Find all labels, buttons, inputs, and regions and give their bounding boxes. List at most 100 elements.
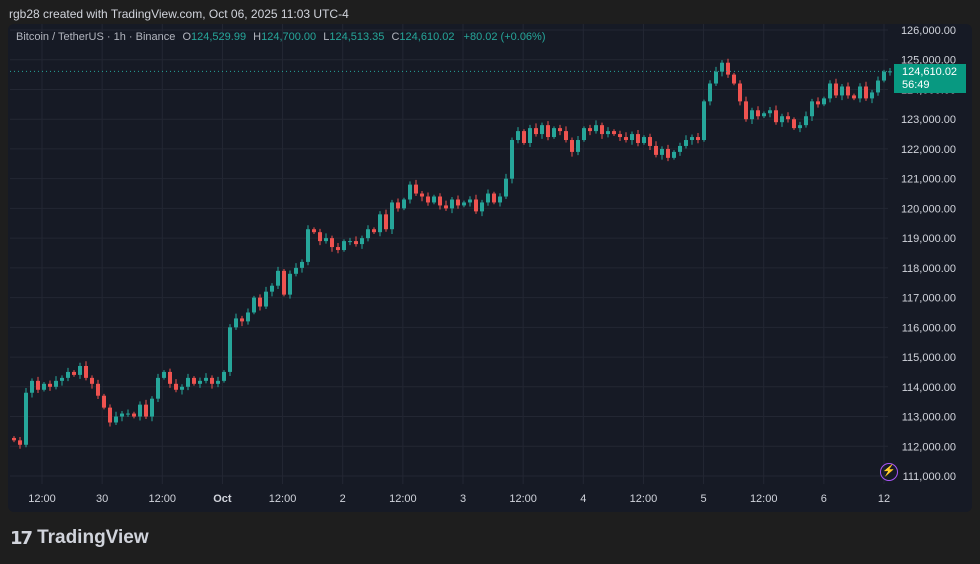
candle-body <box>30 380 34 393</box>
price-tick-label: 123,000.00 <box>901 114 956 126</box>
time-axis: 12:00 30 12:00 Oct 12:00 2 12:00 3 12:00 4 12:00 5 1… <box>28 493 890 505</box>
candle-body <box>438 196 442 206</box>
candle-body <box>744 101 748 120</box>
candle-body <box>612 131 616 135</box>
candle-body <box>666 148 670 158</box>
high-key: H <box>253 31 262 43</box>
candle-body <box>432 196 436 203</box>
candle-body <box>66 371 70 378</box>
candle-body <box>492 193 496 203</box>
time-tick-label: 12 <box>878 493 890 505</box>
candle-body <box>780 116 784 123</box>
candle-body <box>366 229 370 239</box>
candle-body <box>690 137 694 141</box>
candle-body <box>792 119 796 129</box>
candle-body <box>342 241 346 251</box>
candle-body <box>42 383 46 390</box>
chart-panel[interactable]: 126,000.00125,000.00124,000.00123,000.00… <box>8 24 972 512</box>
candle-body <box>420 193 424 197</box>
candle-body <box>114 416 118 423</box>
candle-body <box>588 128 592 132</box>
candle-body <box>714 71 718 84</box>
candle-body <box>882 71 886 81</box>
candle-body <box>48 383 52 387</box>
time-tick-label: 12:00 <box>389 493 417 505</box>
price-tick-label: 118,000.00 <box>902 263 956 275</box>
candle-body <box>774 110 778 123</box>
candle-body <box>498 196 502 203</box>
candle-body <box>720 62 724 72</box>
candle-body <box>594 125 598 132</box>
candle-body <box>672 151 676 158</box>
candle-body <box>456 199 460 206</box>
candle-body <box>558 128 562 132</box>
candle-body <box>636 134 640 143</box>
time-tick-label: Oct <box>213 493 232 505</box>
candle-body <box>630 134 634 141</box>
candle-body <box>474 199 478 212</box>
price-tick-label: 117,000.00 <box>902 293 956 305</box>
candle-body <box>828 83 832 99</box>
candle-body <box>318 232 322 242</box>
price-tick-label: 126,000.00 <box>901 25 956 37</box>
price-tick-label: 121,000.00 <box>901 174 956 186</box>
symbol-label: Bitcoin / TetherUS · 1h · Binance <box>16 31 176 43</box>
candle-body <box>654 145 658 155</box>
candle-body <box>450 199 454 209</box>
candle-body <box>36 380 40 390</box>
price-tick-label: 125,000.00 <box>901 55 956 67</box>
candle-body <box>618 134 622 138</box>
price-tick-label: 111,000.00 <box>903 471 956 483</box>
price-tick-label: 116,000.00 <box>902 322 956 334</box>
time-tick-label: 12:00 <box>269 493 297 505</box>
candle-body <box>276 270 280 286</box>
candle-body <box>228 327 232 372</box>
candle-body <box>390 202 394 230</box>
time-tick-label: 12:00 <box>750 493 778 505</box>
candle-body <box>648 137 652 146</box>
candle-body <box>204 377 208 381</box>
candle-body <box>108 407 112 423</box>
candle-body <box>180 386 184 390</box>
last-price-badge: 124,610.02 56:49 <box>894 64 966 93</box>
candles <box>12 58 892 449</box>
change-value: +80.02 (+0.06%) <box>463 31 546 43</box>
candle-body <box>102 395 106 408</box>
candle-body <box>348 241 352 243</box>
tradingview-logo[interactable]: 𝟭𝟳 TradingView <box>10 527 149 549</box>
candle-body <box>240 318 244 322</box>
time-tick-label: 6 <box>821 493 827 505</box>
candle-body <box>174 383 178 390</box>
time-tick-label: 30 <box>96 493 108 505</box>
price-tick-label: 112,000.00 <box>902 441 956 453</box>
candle-body <box>846 86 850 96</box>
candle-body <box>834 83 838 96</box>
candle-body <box>564 131 568 141</box>
candle-body <box>756 110 760 117</box>
candle-body <box>600 125 604 135</box>
candle-body <box>858 86 862 99</box>
candle-body <box>258 297 262 307</box>
candle-body <box>582 128 586 141</box>
candle-body <box>414 184 418 194</box>
candle-body <box>18 440 22 445</box>
price-tick-label: 114,000.00 <box>902 382 956 394</box>
candle-body <box>702 101 706 141</box>
candle-body <box>504 178 508 197</box>
price-tick-label: 122,000.00 <box>901 144 956 156</box>
candle-body <box>354 241 358 245</box>
candle-body <box>798 125 802 129</box>
candle-body <box>294 267 298 274</box>
tv-logo-icon: 𝟭𝟳 <box>10 527 33 549</box>
candle-body <box>462 202 466 206</box>
open-key: O <box>182 31 192 43</box>
price-tick-label: 113,000.00 <box>902 412 956 424</box>
candle-body <box>468 199 472 203</box>
lightning-icon[interactable]: ⚡ <box>880 463 898 481</box>
close-value: 124,610.02 <box>399 31 455 43</box>
candle-body <box>402 199 406 209</box>
candlestick-chart[interactable]: 126,000.00125,000.00124,000.00123,000.00… <box>8 24 972 512</box>
candle-body <box>60 377 64 381</box>
candle-body <box>372 229 376 233</box>
low-value: 124,513.35 <box>329 31 385 43</box>
